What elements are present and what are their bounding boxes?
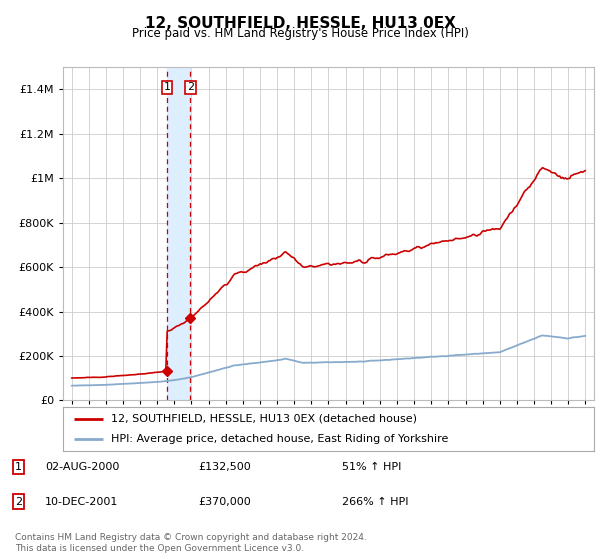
Text: 51% ↑ HPI: 51% ↑ HPI	[342, 462, 401, 472]
Text: £370,000: £370,000	[198, 497, 251, 507]
Text: 1: 1	[15, 462, 22, 472]
Text: 266% ↑ HPI: 266% ↑ HPI	[342, 497, 409, 507]
Text: 2: 2	[187, 82, 194, 92]
Text: £132,500: £132,500	[198, 462, 251, 472]
Bar	[167, 67, 190, 400]
Text: 02-AUG-2000: 02-AUG-2000	[45, 462, 119, 472]
Text: 1: 1	[164, 82, 170, 92]
Text: 12, SOUTHFIELD, HESSLE, HU13 0EX: 12, SOUTHFIELD, HESSLE, HU13 0EX	[145, 16, 455, 31]
Text: Price paid vs. HM Land Registry's House Price Index (HPI): Price paid vs. HM Land Registry's House …	[131, 27, 469, 40]
Text: Contains HM Land Registry data © Crown copyright and database right 2024.
This d: Contains HM Land Registry data © Crown c…	[15, 533, 367, 553]
Text: 12, SOUTHFIELD, HESSLE, HU13 0EX (detached house): 12, SOUTHFIELD, HESSLE, HU13 0EX (detach…	[111, 414, 417, 424]
Text: 2: 2	[15, 497, 22, 507]
Text: 10-DEC-2001: 10-DEC-2001	[45, 497, 118, 507]
Text: HPI: Average price, detached house, East Riding of Yorkshire: HPI: Average price, detached house, East…	[111, 434, 448, 444]
